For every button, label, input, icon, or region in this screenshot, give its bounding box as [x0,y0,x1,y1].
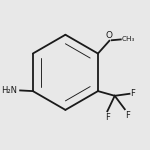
Text: F: F [130,89,135,98]
Text: H₂N: H₂N [2,86,17,95]
Text: F: F [105,113,110,122]
Text: O: O [106,31,113,40]
Text: F: F [125,111,130,120]
Text: CH₃: CH₃ [122,36,135,42]
